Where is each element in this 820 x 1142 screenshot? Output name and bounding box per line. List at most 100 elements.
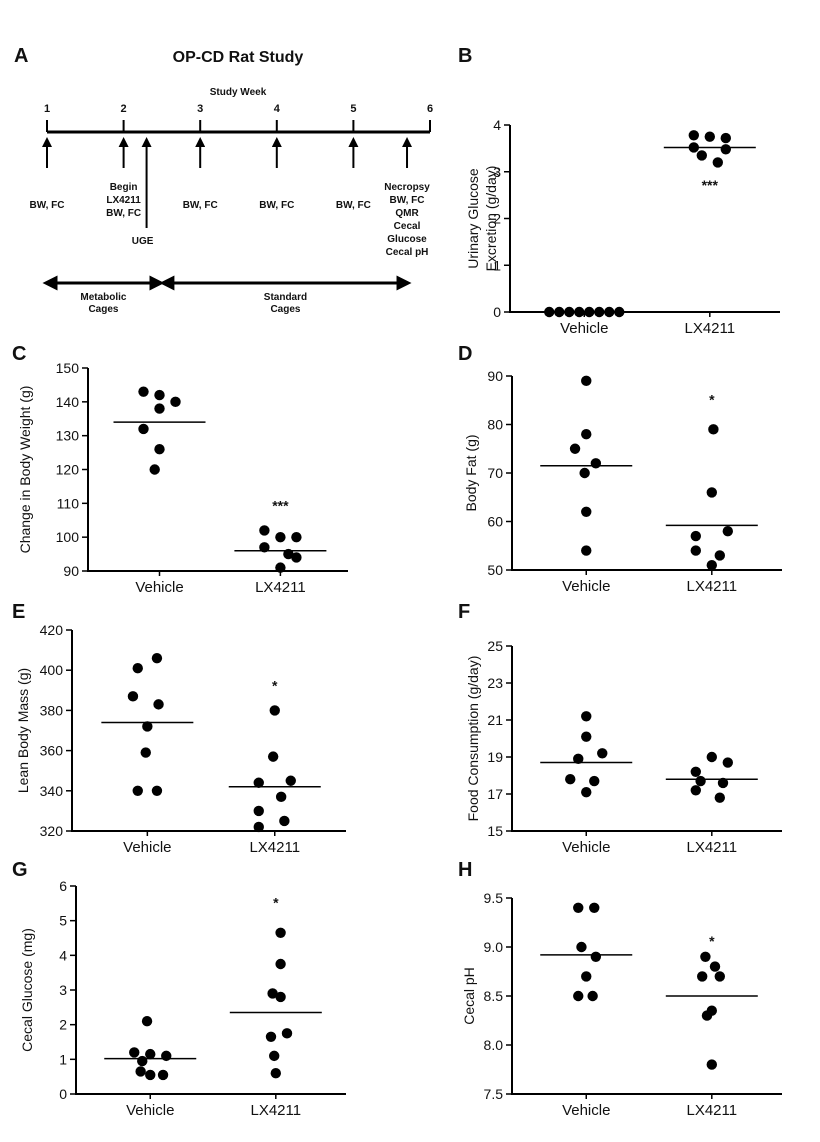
data-point — [581, 506, 592, 517]
data-point — [267, 988, 278, 999]
y-tick-label: 90 — [487, 368, 503, 384]
x-tick-label: Vehicle — [126, 1102, 174, 1119]
y-tick-label: 25 — [487, 638, 503, 654]
significance-label: * — [272, 677, 278, 693]
data-point — [291, 531, 302, 543]
data-point — [275, 958, 286, 970]
y-tick-label: 80 — [487, 417, 503, 433]
timeline-panel: A OP-CD Rat Study Study Week 1 2 3 4 5 6 BW, FC Be… — [14, 45, 433, 315]
phase-label: Standard — [264, 292, 307, 303]
y-axis-title: Change in Body Weight (g) — [17, 386, 33, 554]
y-tick-label: 15 — [487, 823, 503, 839]
y-axis-title: Food Consumption (g/day) — [465, 656, 481, 822]
data-point — [137, 1055, 148, 1067]
y-axis-title: Urinary Glucose — [465, 168, 481, 269]
panel-e-lean-body-mass: E 320 340 360 380 400 420 Vehicle LX4211 Lean Bod… — [12, 601, 346, 856]
data-point — [576, 941, 587, 953]
panel-d-body-fat: D 50 60 70 80 90 Vehicle LX4211 Body Fat (g) * — [458, 343, 782, 595]
panel-letter: H — [458, 859, 472, 881]
y-tick-label: 400 — [40, 662, 64, 678]
data-point — [573, 753, 584, 765]
data-point — [709, 961, 721, 972]
data-point — [587, 990, 598, 1002]
data-point — [141, 1016, 153, 1027]
phase-label: Cages — [270, 304, 300, 315]
y-tick-label: 3 — [493, 164, 501, 180]
y-tick-label: 4 — [59, 947, 67, 963]
event-label: BW, FC — [183, 200, 218, 211]
study-week-label: Study Week — [210, 87, 267, 98]
data-point — [581, 731, 592, 742]
event-label: Cecal — [394, 221, 421, 232]
data-point — [253, 821, 264, 833]
y-tick-label: 2 — [59, 1017, 67, 1033]
week-label: 2 — [121, 103, 127, 115]
data-point — [696, 150, 707, 161]
y-axis-title: Excretion (g/day) — [483, 166, 499, 272]
data-point — [706, 751, 717, 763]
week-label: 6 — [427, 103, 433, 115]
data-point — [154, 444, 165, 455]
y-tick-label: 9.0 — [484, 939, 504, 955]
event-label: BW, FC — [390, 195, 425, 206]
significance-label: *** — [702, 177, 719, 193]
significance-label: * — [709, 391, 715, 407]
y-tick-label: 19 — [487, 749, 503, 765]
panel-letter: B — [458, 45, 472, 67]
data-point — [132, 662, 143, 674]
y-tick-label: 120 — [56, 462, 80, 478]
event-label: LX4211 — [106, 195, 141, 206]
event-label: Necropsy — [384, 182, 430, 193]
data-point — [573, 990, 584, 1002]
data-point — [265, 1031, 277, 1043]
y-tick-label: 420 — [40, 622, 64, 638]
y-axis-title: Body Fat (g) — [463, 434, 479, 511]
data-point — [283, 548, 294, 560]
data-point — [690, 530, 701, 542]
data-point — [149, 464, 160, 475]
x-tick-label: LX4211 — [686, 839, 737, 856]
event-label: Begin — [110, 182, 138, 193]
y-tick-label: 320 — [40, 823, 64, 839]
data-point — [581, 429, 592, 440]
y-tick-label: 23 — [487, 675, 503, 691]
y-tick-label: 6 — [59, 878, 67, 894]
data-point — [581, 711, 592, 722]
y-tick-label: 70 — [487, 465, 503, 481]
data-point — [590, 951, 602, 962]
x-tick-label: LX4211 — [686, 1102, 737, 1119]
data-point — [722, 526, 733, 537]
data-point — [581, 545, 592, 556]
data-point — [565, 774, 576, 785]
data-point — [253, 805, 264, 817]
data-point — [154, 389, 165, 401]
data-point — [281, 1028, 293, 1039]
y-axis-title: Cecal pH — [461, 967, 477, 1025]
data-point — [589, 775, 600, 787]
data-point — [127, 691, 139, 702]
x-tick-label: Vehicle — [135, 579, 183, 596]
data-point — [269, 1050, 280, 1062]
significance-label: * — [709, 933, 715, 949]
data-point — [270, 1068, 281, 1079]
panel-letter: D — [458, 343, 472, 365]
data-point — [142, 721, 153, 732]
data-point — [581, 786, 592, 798]
y-tick-label: 1 — [493, 257, 501, 273]
panel-letter: C — [12, 343, 26, 365]
event-label: BW, FC — [106, 208, 141, 219]
data-point — [708, 424, 719, 435]
event-label: BW, FC — [30, 200, 65, 211]
phase-label: Cages — [88, 304, 118, 315]
panel-letter: G — [12, 859, 28, 881]
event-label: BW, FC — [336, 200, 371, 211]
data-point — [597, 748, 608, 759]
y-tick-label: 50 — [487, 562, 503, 578]
x-tick-label: LX4211 — [684, 320, 735, 337]
y-tick-label: 340 — [40, 783, 64, 799]
data-point — [275, 562, 286, 573]
data-point — [132, 785, 143, 796]
panel-letter-a: A — [14, 45, 28, 67]
data-point — [717, 777, 729, 789]
